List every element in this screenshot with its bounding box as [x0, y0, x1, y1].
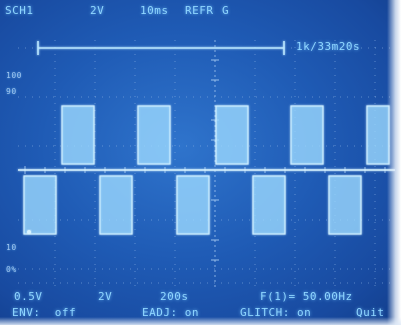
reference-id: G [222, 4, 230, 17]
sweep-readout: 200s [160, 290, 189, 303]
label-10: 10 [6, 243, 17, 252]
eadj-softkey[interactable]: EADJ: on [142, 306, 199, 319]
volts-per-div: 2V [90, 4, 105, 17]
label-0: 0% [6, 265, 17, 274]
timestamp-readout: 1k/33m20s [296, 40, 361, 53]
quit-softkey[interactable]: Quit [356, 306, 385, 319]
ch2-scale-readout: 2V [98, 290, 113, 303]
graticule-axes [18, 40, 395, 288]
screen-bezel-bottom [0, 317, 401, 325]
trigger-marker-line [37, 41, 285, 55]
label-90: 90 [6, 87, 17, 96]
channel-label: SCH1 [5, 4, 34, 17]
ch1-scale-readout: 0.5V [14, 290, 43, 303]
mode-label: REFR [185, 4, 214, 17]
glitch-softkey[interactable]: GLITCH: on [240, 306, 312, 319]
ground-marker [27, 230, 31, 234]
time-per-div: 10ms [140, 4, 169, 17]
env-softkey[interactable]: ENV: off [12, 306, 77, 319]
signal-trace [18, 105, 395, 235]
label-100: 100 [6, 71, 22, 80]
screen-bezel-right [387, 0, 401, 325]
frequency-readout: F(1)= 50.00Hz [260, 290, 353, 303]
